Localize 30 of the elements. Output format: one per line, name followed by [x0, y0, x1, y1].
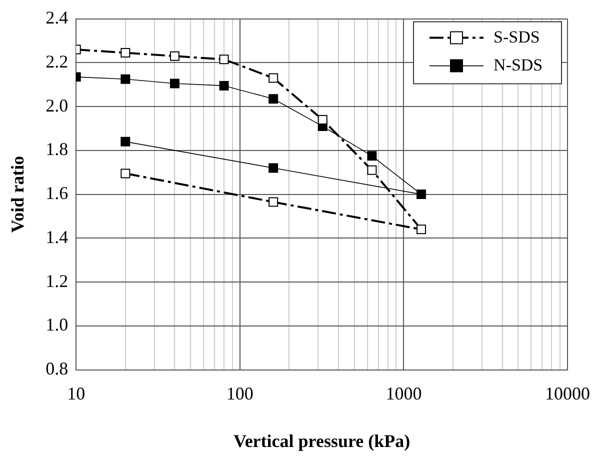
- y-tick-label: 1.8: [46, 139, 68, 160]
- y-tick-label: 1.6: [46, 183, 68, 204]
- point: [318, 114, 328, 124]
- x-tick-label: 100: [226, 383, 254, 404]
- point: [120, 48, 130, 58]
- point: [120, 74, 130, 84]
- legend-label: N-SDS: [494, 55, 543, 74]
- legend-label: S-SDS: [494, 27, 540, 46]
- point: [219, 54, 229, 64]
- x-axis-title: Vertical pressure (kPa): [233, 430, 410, 451]
- point: [219, 80, 229, 90]
- point: [367, 165, 377, 175]
- x-tick-label: 1000: [386, 383, 422, 404]
- x-tick-label: 10000: [545, 383, 590, 404]
- point: [416, 190, 426, 200]
- point: [268, 94, 278, 104]
- point: [416, 224, 426, 234]
- point: [170, 78, 180, 88]
- point: [268, 73, 278, 83]
- y-tick-label: 2.0: [46, 95, 68, 116]
- y-tick-label: 1.2: [46, 270, 68, 291]
- y-tick-label: 2.4: [46, 8, 68, 28]
- y-axis-title: Void ratio: [7, 156, 28, 233]
- y-tick-label: 0.8: [46, 358, 68, 379]
- x-tick-label: 10: [67, 383, 86, 404]
- y-tick-label: 1.0: [46, 314, 68, 335]
- point: [367, 151, 377, 161]
- y-tick-label: 2.2: [46, 51, 68, 72]
- point: [170, 51, 180, 61]
- y-tick-label: 1.4: [46, 226, 68, 247]
